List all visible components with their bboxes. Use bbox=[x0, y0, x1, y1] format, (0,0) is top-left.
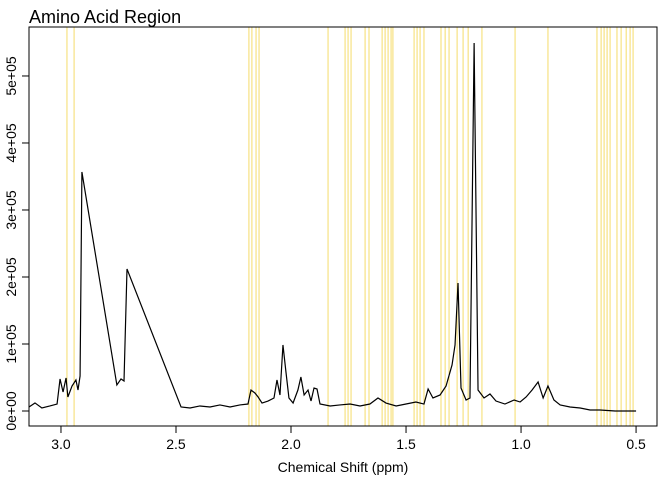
y-tick-label: 2e+05 bbox=[3, 257, 19, 297]
spectrum-line bbox=[28, 42, 637, 412]
x-tick-label: 1.5 bbox=[396, 436, 416, 452]
x-tick-label: 2.0 bbox=[281, 436, 301, 452]
x-axis-label: Chemical Shift (ppm) bbox=[278, 459, 409, 475]
y-tick-label: 1e+05 bbox=[3, 324, 19, 364]
y-tick-label: 0e+00 bbox=[3, 391, 19, 431]
y-tick-label: 3e+05 bbox=[3, 190, 19, 230]
x-tick-label: 1.0 bbox=[511, 436, 531, 452]
plot-frame bbox=[28, 26, 658, 427]
y-tick-label: 4e+05 bbox=[3, 123, 19, 163]
x-tick-label: 2.5 bbox=[166, 436, 186, 452]
chart-title: Amino Acid Region bbox=[29, 7, 181, 27]
y-tick-label: 5e+05 bbox=[3, 56, 19, 96]
x-tick-label: 0.5 bbox=[626, 436, 646, 452]
x-tick-label: 3.0 bbox=[51, 436, 71, 452]
